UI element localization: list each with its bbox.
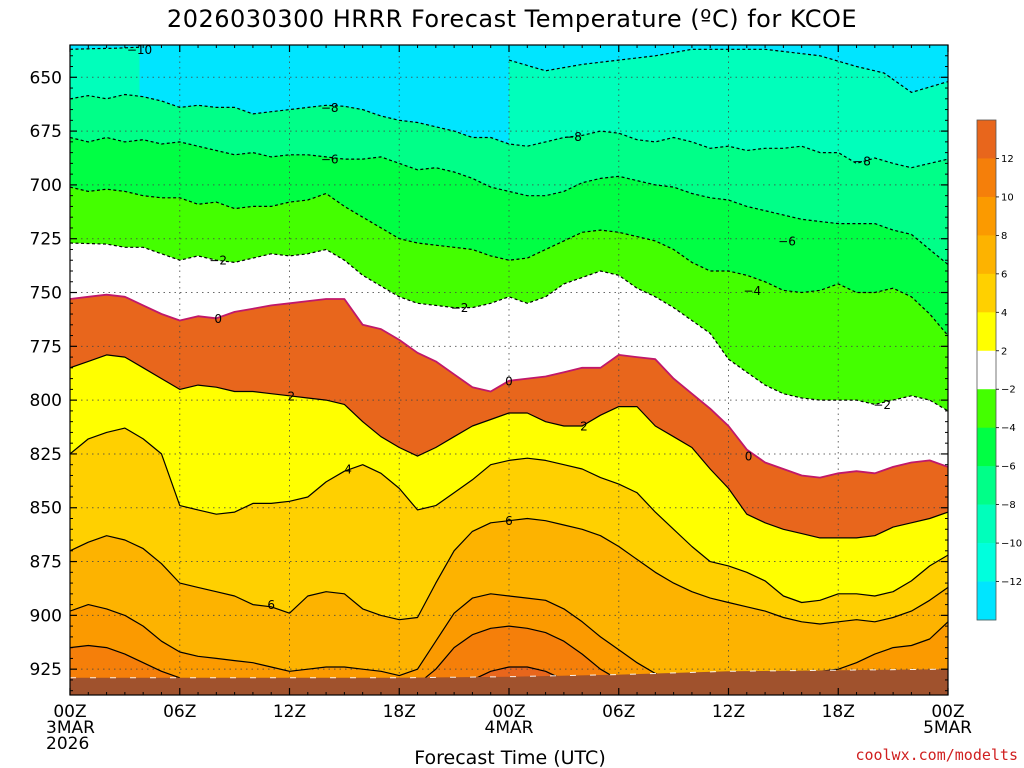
isotherm-line	[472, 666, 565, 681]
contour-label: −6	[778, 234, 796, 248]
x-tick-label: 5MAR	[923, 718, 972, 738]
x-tick-label: 06Z	[163, 702, 196, 722]
contour-label: −2	[451, 301, 469, 315]
contour-label: 6	[267, 598, 275, 612]
contour-label: −2	[873, 398, 891, 412]
colorbar-label: −12	[1001, 577, 1022, 588]
contour-label: −8	[321, 101, 339, 115]
isotherm-line	[70, 517, 948, 625]
colorbar: 12 10 8 6 4 2 −2 −4 −6 −8 −10 −12	[976, 119, 1022, 621]
colorbar-swatch	[977, 543, 996, 582]
isotherm-line	[70, 644, 181, 679]
y-tick-label: 675	[30, 122, 62, 142]
y-tick-label: 800	[30, 391, 62, 411]
x-tick-label: 00Z	[53, 702, 86, 722]
y-tick-label: 725	[30, 230, 62, 250]
x-axis-label: Forecast Time (UTC)	[414, 747, 605, 768]
contour-label: 0	[745, 450, 753, 464]
colorbar-swatch	[977, 350, 996, 390]
y-tick-label: 850	[30, 499, 62, 519]
colorbar-swatch	[977, 427, 996, 467]
contour-label: 2	[580, 419, 588, 433]
isotherm-line	[70, 186, 948, 336]
colorbar-swatch	[977, 158, 996, 198]
colorbar-swatch	[977, 235, 996, 275]
grid-lines	[70, 45, 948, 695]
colorbar-label: −6	[1001, 462, 1016, 473]
x-tick-label: 18Z	[383, 702, 416, 722]
y-tick-label: 750	[30, 284, 62, 304]
x-tick-label: 00Z	[492, 702, 525, 722]
isotherm-line	[70, 293, 948, 479]
contour-label: −2	[209, 254, 227, 268]
isotherm-line	[70, 46, 140, 50]
plot-area	[70, 45, 948, 695]
isotherm-line	[70, 93, 948, 169]
colorbar-label: 4	[1001, 308, 1007, 319]
y-tick-label: 875	[30, 553, 62, 573]
contour-label: −8	[564, 130, 582, 144]
x-tick-label: 4MAR	[485, 718, 534, 738]
x-tick-label: 3MAR	[46, 718, 95, 738]
contour-label: −8	[853, 155, 871, 169]
y-axis: 650 675 700 725 750 775 800 825 850 875 900 925	[30, 55, 948, 692]
colorbar-label: 10	[1001, 192, 1014, 203]
x-tick-label: 12Z	[273, 702, 306, 722]
x-tick-label: 18Z	[822, 702, 855, 722]
colorbar-swatch	[977, 120, 996, 159]
isotherm-line	[70, 427, 948, 604]
y-tick-label: 775	[30, 337, 62, 357]
contour-label: −6	[321, 153, 339, 167]
isotherm-line	[70, 136, 948, 265]
contour-label: 4	[344, 463, 352, 477]
colorbar-swatch	[977, 389, 996, 428]
colorbar-label: −10	[1001, 539, 1022, 550]
chart-title: 2026030300 HRRR Forecast Temperature (ºC…	[167, 5, 857, 33]
contour-label: 0	[505, 374, 513, 388]
isotherm-line	[70, 242, 948, 412]
colorbar-label: 6	[1001, 269, 1007, 280]
x-tick-label: 2026	[46, 734, 89, 754]
colorbar-label: 2	[1001, 346, 1007, 357]
colorbar-label: −4	[1001, 423, 1016, 434]
isotherm-line	[417, 625, 620, 685]
contour-label: 0	[214, 312, 222, 326]
y-tick-label: 700	[30, 176, 62, 196]
colorbar-swatch	[977, 196, 996, 236]
colorbar-label: 8	[1001, 231, 1007, 242]
colorbar-swatch	[977, 504, 996, 544]
colorbar-label: −2	[1001, 385, 1016, 396]
colorbar-swatch	[977, 466, 996, 505]
colorbar-label: 12	[1001, 154, 1014, 165]
colorbar-swatch	[977, 581, 996, 621]
colorbar-frame	[976, 119, 997, 621]
x-tick-label: 12Z	[712, 702, 745, 722]
x-tick-label: 06Z	[602, 702, 635, 722]
y-tick-label: 825	[30, 445, 62, 465]
y-tick-label: 900	[30, 606, 62, 626]
contour-label: −4	[743, 284, 761, 298]
contour-labels: −10 −8 −8 −8 −6 −6 −4 −2 −2 −2 0 0 0 2 2 4 6 6	[127, 43, 891, 612]
isotherm-line	[70, 354, 948, 539]
colorbar-label: −8	[1001, 500, 1016, 511]
contour-label: 6	[505, 514, 513, 528]
x-tick-label: 00Z	[931, 702, 964, 722]
credit-text: coolwx.com/modelts	[855, 746, 1018, 764]
colorbar-swatch	[977, 273, 996, 313]
contour-label: 2	[288, 389, 296, 403]
contour-label: −10	[127, 43, 152, 57]
colorbar-swatch	[977, 312, 996, 352]
y-tick-label: 925	[30, 660, 62, 680]
y-tick-label: 650	[30, 68, 62, 88]
